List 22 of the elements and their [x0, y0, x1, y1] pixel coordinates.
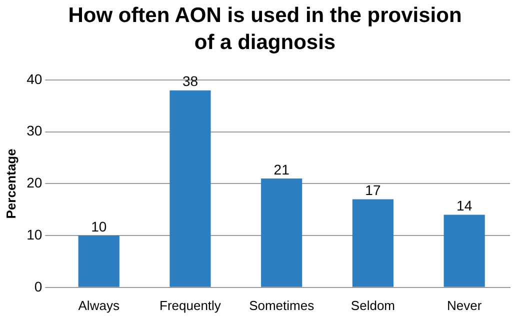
- bar: [170, 90, 211, 287]
- chart-title: How often AON is used in the provision of a diagnosis: [67, 3, 463, 56]
- x-tick-label: Always: [78, 298, 120, 313]
- y-tick-label: 0: [34, 278, 42, 294]
- data-label: 38: [182, 73, 198, 90]
- bar: [444, 214, 485, 287]
- data-label: 21: [274, 161, 290, 178]
- data-label: 17: [365, 182, 381, 198]
- y-tick-label: 30: [26, 122, 42, 139]
- y-tick-label: 20: [26, 174, 42, 191]
- bar: [261, 178, 302, 287]
- bar: [78, 236, 120, 287]
- y-axis-title: Percentage: [3, 148, 18, 219]
- x-tick-label: Frequently: [160, 298, 222, 313]
- data-label: 10: [91, 218, 107, 234]
- data-label: 14: [456, 198, 472, 214]
- y-tick-label: 40: [26, 70, 42, 87]
- y-tick-label: 10: [26, 226, 42, 242]
- x-tick-label: Never: [446, 298, 482, 313]
- x-tick-label: Sometimes: [249, 298, 315, 313]
- x-tick-label: Seldom: [350, 298, 395, 313]
- bar: [352, 199, 394, 287]
